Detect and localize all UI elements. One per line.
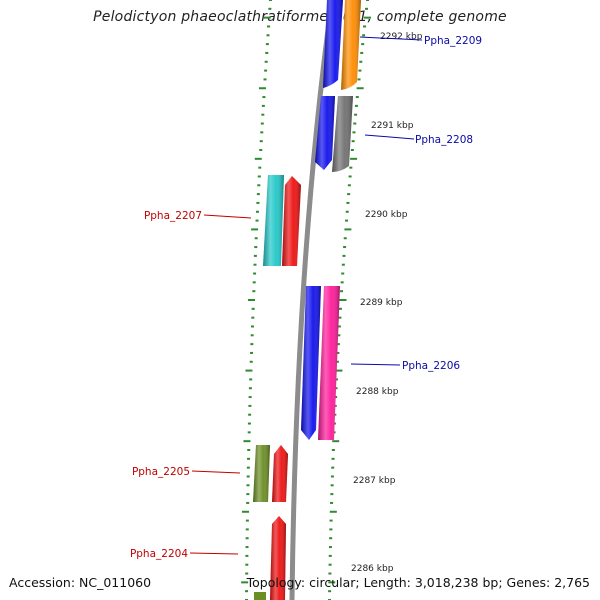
gene-ppha-2206[interactable] xyxy=(301,286,321,440)
outer-tick-marks xyxy=(328,0,372,600)
accession-text: Accession: NC_011060 xyxy=(9,575,152,590)
scale-label: 2289 kbp xyxy=(360,298,403,308)
scale-label: 2288 kbp xyxy=(356,387,399,397)
gene-ppha-2208[interactable] xyxy=(315,96,335,170)
gene-ppha-2207[interactable] xyxy=(263,175,284,266)
gene-labels: Ppha_2209 Ppha_2208 Ppha_2207 Ppha_2206 … xyxy=(130,35,482,560)
gene-label-ppha-2205[interactable]: Ppha_2205 xyxy=(132,466,190,478)
gene-label-ppha-2207[interactable]: Ppha_2207 xyxy=(144,210,202,222)
scale-label: 2291 kbp xyxy=(371,121,414,131)
genome-backbone xyxy=(289,0,335,600)
gene-magenta[interactable] xyxy=(318,286,340,440)
scale-label: 2286 kbp xyxy=(351,564,394,574)
gene-gray[interactable] xyxy=(332,96,353,172)
gene-label-ppha-2206[interactable]: Ppha_2206 xyxy=(402,360,460,372)
gene-label-ppha-2204[interactable]: Ppha_2204 xyxy=(130,548,188,560)
gene-label-ppha-2209[interactable]: Ppha_2209 xyxy=(424,35,482,47)
gene-ppha-2204[interactable] xyxy=(270,516,286,600)
inner-tick-marks xyxy=(241,0,272,600)
gene-ppha-2209[interactable] xyxy=(323,0,343,88)
scale-label: 2287 kbp xyxy=(353,476,396,486)
scale-label: 2290 kbp xyxy=(365,210,408,220)
gene-ppha-2205[interactable] xyxy=(253,445,270,502)
genome-title: Pelodictyon phaeoclathratiforme BU-1, co… xyxy=(93,9,507,25)
scale-label: 2292 kbp xyxy=(380,32,423,42)
gene-label-leaders xyxy=(189,36,423,555)
gene-orange-top[interactable] xyxy=(341,0,361,90)
gene-olive-bottom[interactable] xyxy=(254,592,266,600)
gene-red-middle[interactable] xyxy=(272,445,288,502)
gene-label-ppha-2208[interactable]: Ppha_2208 xyxy=(415,134,473,146)
genome-summary-text: Topology: circular; Length: 3,018,238 bp… xyxy=(246,575,590,590)
gene-red-upper[interactable] xyxy=(282,176,301,266)
scale-labels: 2292 kbp 2291 kbp 2290 kbp 2289 kbp 2288… xyxy=(351,32,423,574)
